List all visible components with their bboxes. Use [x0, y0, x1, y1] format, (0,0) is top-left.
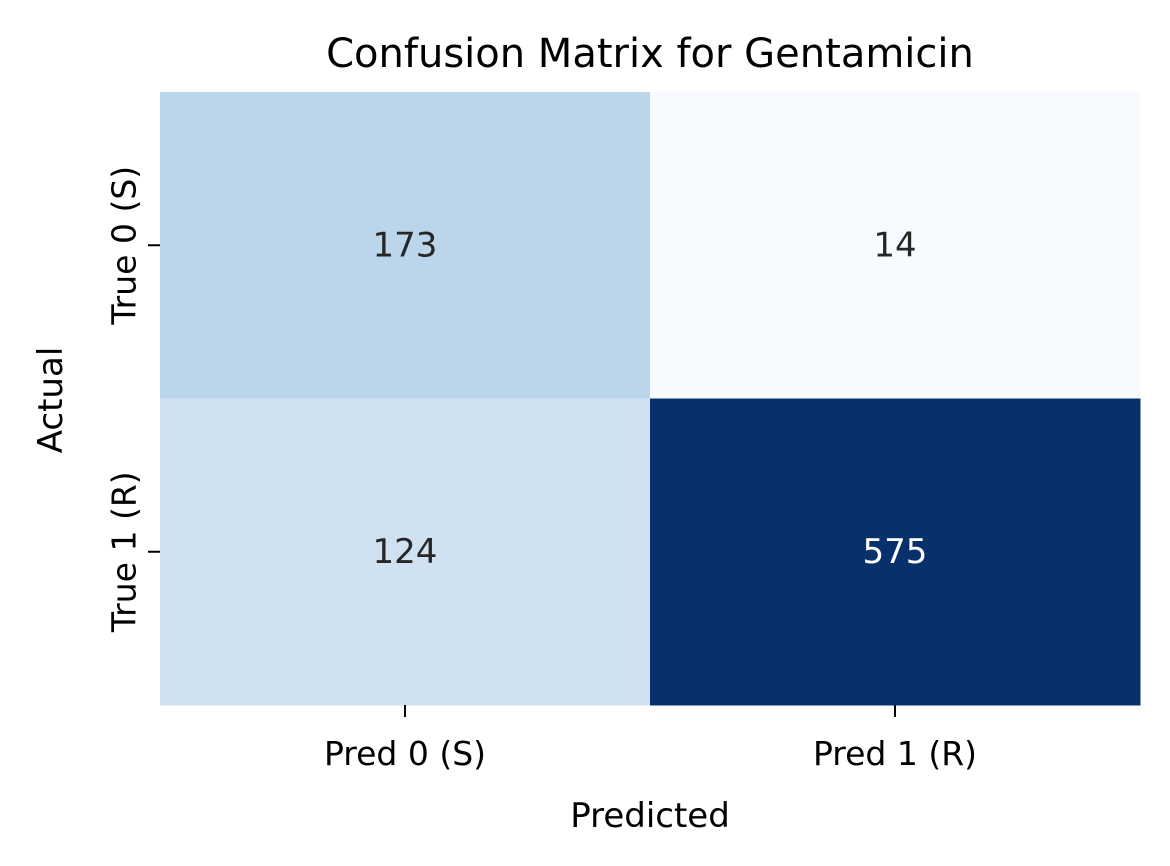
heatmap-cells — [160, 92, 1141, 706]
heatmap-cell-r0-c0 — [160, 92, 651, 399]
cell-value-r1-c1: 575 — [863, 532, 928, 572]
y-tick-label-0: True 0 (S) — [105, 166, 144, 326]
cell-value-r0-c1: 14 — [873, 225, 916, 265]
heatmap-cell-r0-c1 — [650, 92, 1141, 399]
x-axis-label: Predicted — [570, 796, 730, 836]
heatmap-cell-labels: 173 14 124 575 — [373, 225, 928, 572]
cell-value-r1-c0: 124 — [373, 532, 438, 572]
x-axis-ticks: Pred 0 (S) Pred 1 (R) — [324, 705, 977, 773]
x-tick-label-1: Pred 1 (R) — [813, 734, 977, 773]
heatmap-cell-r1-c1 — [650, 398, 1141, 706]
y-tick-label-1: True 1 (R) — [105, 471, 144, 633]
x-tick-label-0: Pred 0 (S) — [324, 734, 486, 773]
y-axis-ticks: True 0 (S) True 1 (R) — [105, 166, 160, 633]
cell-value-r0-c0: 173 — [373, 225, 438, 265]
y-axis-label: Actual — [31, 347, 71, 454]
heatmap-cell-r1-c0 — [160, 398, 651, 706]
chart-title: Confusion Matrix for Gentamicin — [326, 31, 974, 77]
